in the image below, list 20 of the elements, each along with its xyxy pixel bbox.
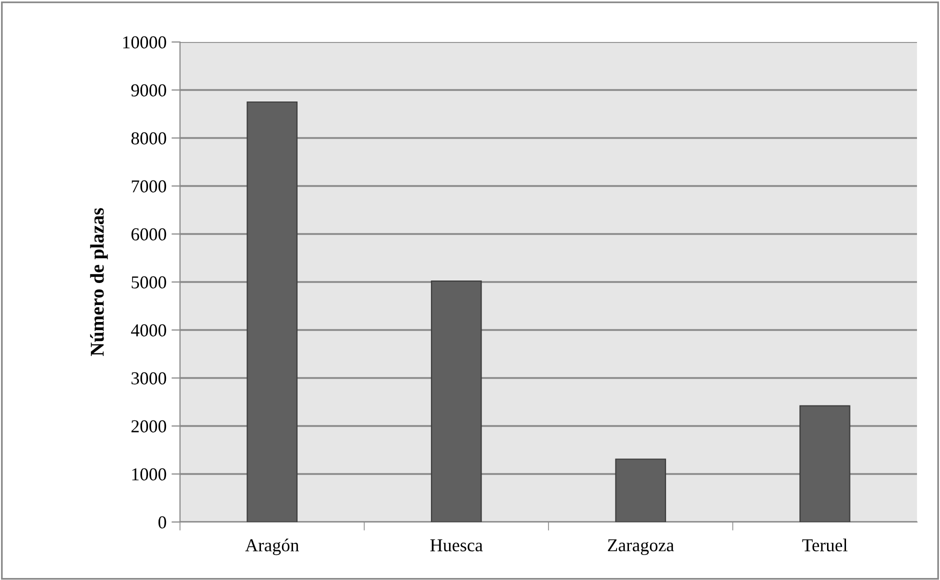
y-tick-label: 5000 <box>132 276 166 288</box>
y-tick-label: 10000 <box>123 36 166 48</box>
x-tick-label: Zaragoza <box>608 539 674 556</box>
y-tick-label: 3000 <box>132 372 166 384</box>
bar <box>246 101 298 522</box>
y-tick-label: 2000 <box>131 420 166 432</box>
y-tick-label: 7000 <box>132 180 166 192</box>
y-tick-label: 9000 <box>131 84 166 96</box>
x-tick-label: Aragón <box>245 538 299 556</box>
x-tick-label: Huesca <box>430 539 483 552</box>
bar <box>799 405 850 522</box>
bar <box>615 458 666 522</box>
bar <box>430 280 482 522</box>
y-tick-label: 0 <box>158 516 166 528</box>
y-tick-label: 4000 <box>131 324 166 336</box>
y-tick-label: 8000 <box>131 132 166 144</box>
y-tick-label: 6000 <box>131 228 166 240</box>
y-axis-title: Número de plazas <box>90 208 108 356</box>
x-tick-label: Teruel <box>802 538 848 552</box>
y-tick-label: 1000 <box>132 468 166 480</box>
